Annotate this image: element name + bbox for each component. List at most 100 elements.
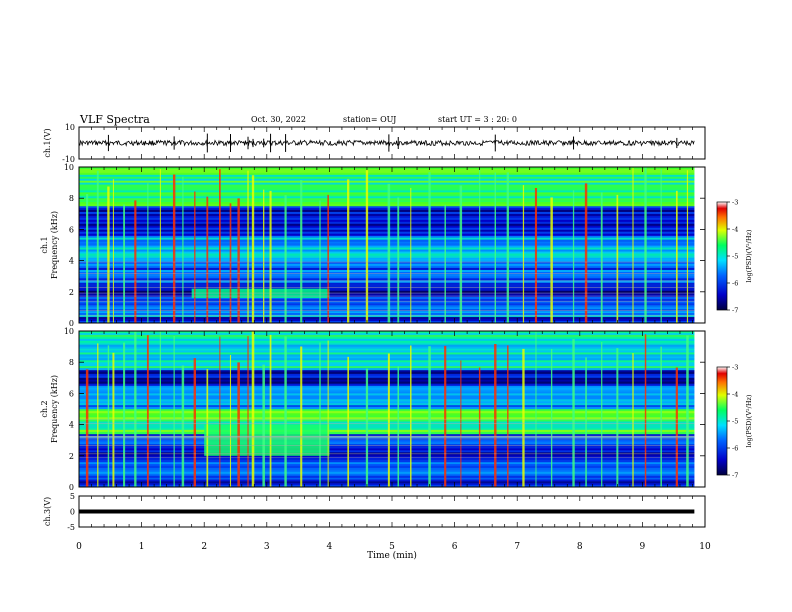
ch1-waveform-ytick: -10: [62, 155, 75, 164]
ch1-spectrogram-texture-row: [79, 221, 695, 225]
ch1-spectrogram-texture-row: [79, 265, 695, 269]
time-axis: 0 1 2 3 4 5 6 7 8 9 10 Time (min): [76, 542, 711, 561]
ch1-colorbar-scale: [716, 201, 728, 311]
ch2-spectrogram-texture-row: [79, 407, 695, 410]
ch1-spectrogram-texture-row: [79, 311, 695, 314]
ch1-spectrogram-ytick: 4: [69, 257, 74, 266]
ch2-spectrogram-texture-row: [79, 469, 695, 473]
ch1-spectrogram-panel: 0 2 4 6 8 10 ch.1 Frequency (kHz): [40, 163, 706, 328]
ch2-colorbar-tick: -7: [732, 472, 738, 480]
ch2-spectrogram-texture-row: [79, 417, 695, 420]
ch2-spectrogram-texture-row: [79, 331, 695, 334]
ch2-spectrogram-texture-row: [79, 471, 695, 475]
ch1-spectrogram-texture-row: [79, 247, 695, 250]
ch2-spectrogram-texture-row: [79, 415, 695, 418]
ch1-colorbar-tick: -7: [732, 307, 738, 315]
ch1-spectrogram-ylabel-channel: ch.1: [40, 236, 49, 253]
ch1-spectrogram-texture-row: [79, 219, 695, 223]
ch2-spectrogram-texture-row: [79, 346, 695, 349]
ch1-spectrogram-texture-row: [79, 272, 695, 275]
time-axis-tick: 6: [452, 542, 458, 552]
ch2-spectrogram-texture-row: [79, 348, 695, 351]
ch1-spectrogram-texture-row: [79, 276, 695, 279]
ch2-spectrogram-panel: 0 2 4 6 8 10 ch.2 Frequency (kHz): [40, 327, 706, 492]
start-time-label: start UT = 3 : 20: 0: [438, 115, 517, 124]
ch1-spectrogram-ytick: 0: [69, 319, 74, 328]
ch2-spectrogram-texture-row: [79, 379, 695, 382]
ch2-spectrogram-texture-row: [79, 332, 695, 336]
ch2-spectrogram-texture-row: [79, 450, 695, 453]
ch2-spectrogram-texture-row: [79, 364, 695, 367]
ch2-colorbar-tick: -4: [732, 391, 738, 399]
ch2-spectrogram-texture-row: [79, 429, 695, 433]
ch1-spectrogram-texture-row: [79, 180, 695, 183]
ch2-spectrogram-texture-row: [79, 393, 695, 396]
ch1-spectrogram-texture-row: [79, 168, 695, 172]
ch1-spectrogram-texture-row: [79, 290, 695, 294]
ch1-waveform-ytick: 10: [65, 123, 75, 132]
ch2-spectrogram-texture-row: [79, 465, 695, 469]
ch2-spectrogram-ytick: 10: [64, 327, 74, 336]
time-axis-tick: 0: [76, 542, 82, 552]
ch2-spectrogram-texture-row: [79, 448, 695, 451]
ch1-colorbar-label: log(PSD)(V²/Hz): [745, 229, 753, 282]
ch3-waveform-ytick: 0: [70, 508, 75, 517]
ch2-spectrogram-texture-row: [79, 477, 695, 480]
ch2-spectrogram-texture-row: [79, 433, 695, 437]
ch2-spectrogram-texture-row: [79, 399, 695, 402]
ch1-spectrogram-texture-row: [79, 278, 695, 281]
ch1-spectrogram-texture-row: [79, 261, 695, 265]
ch2-spectrogram-texture-row: [79, 460, 695, 463]
ch2-spectrogram-texture-row: [79, 403, 695, 406]
ch1-spectrogram-texture-row: [79, 182, 695, 185]
ch2-spectrogram-texture-row: [79, 440, 695, 443]
ch2-spectrogram-texture-row: [79, 413, 695, 416]
ch2-spectrogram-texture-row: [79, 377, 695, 381]
ch1-spectrogram-texture-row: [79, 186, 695, 189]
ch1-spectrogram-texture-row: [79, 231, 695, 234]
ch1-colorbar-tick: -5: [732, 253, 738, 261]
ch2-spectrogram-texture-row: [79, 385, 695, 388]
ch1-spectrogram-texture-row: [79, 305, 695, 308]
time-axis-tick: 10: [699, 542, 711, 552]
ch1-spectrogram-texture-row: [79, 202, 695, 205]
ch2-spectrogram-texture-row: [79, 452, 695, 455]
time-axis-tick: 4: [327, 542, 333, 552]
ch2-spectrogram-texture-row: [79, 350, 695, 353]
time-axis-tick: 8: [577, 542, 583, 552]
figure-title: VLF Spectra: [80, 113, 150, 126]
ch2-colorbar-label: log(PSD)(V²/Hz): [745, 394, 753, 447]
ch1-spectrogram-texture-row: [79, 172, 695, 176]
ch2-spectrogram-texture-row: [79, 446, 695, 449]
ch1-colorbar-tick: -6: [732, 280, 738, 288]
ch2-spectrogram-texture-row: [79, 375, 695, 379]
ch2-spectrogram-ytick: 6: [69, 389, 74, 398]
ch1-spectrogram-texture-row: [79, 192, 695, 195]
ch1-colorbar: -3 -4 -5 -6 -7 log(PSD)(V²/Hz): [716, 199, 753, 315]
ch3-waveform-ytick: 5: [70, 492, 75, 501]
ch2-spectrogram-texture-row: [79, 371, 695, 375]
ch2-spectrogram-texture-row: [79, 352, 695, 355]
ch2-spectrogram-texture-row: [79, 431, 695, 435]
ch2-spectrogram-texture-row: [79, 419, 695, 422]
ch2-spectrogram-texture-row: [79, 483, 695, 486]
ch1-spectrogram-texture-row: [79, 198, 695, 201]
ch1-spectrogram-texture-row: [79, 280, 695, 283]
ch3-waveform-ytick: -5: [67, 523, 75, 532]
ch1-spectrogram-texture-row: [79, 176, 695, 179]
ch1-spectrogram-texture-row: [79, 269, 695, 273]
ch1-spectrogram-texture-row: [79, 243, 695, 246]
station-label: station= OUJ: [343, 115, 397, 124]
ch1-spectrogram-texture-row: [79, 184, 695, 187]
ch2-spectrogram-texture-row: [79, 438, 695, 441]
ch2-spectrogram-texture-row: [79, 454, 695, 457]
ch1-spectrogram-texture-row: [79, 194, 695, 197]
ch1-spectrogram-texture-row: [79, 217, 695, 221]
ch1-spectrogram-texture-row: [79, 274, 695, 277]
ch1-spectrogram-texture-row: [79, 207, 695, 211]
ch2-spectrogram-texture-row: [79, 342, 695, 345]
ch2-spectrogram-texture-row: [79, 370, 695, 373]
ch2-spectrogram-texture-row: [79, 427, 695, 431]
ch2-colorbar: -3 -4 -5 -6 -7 log(PSD)(V²/Hz): [716, 364, 753, 480]
ch2-spectrogram-texture-row: [79, 373, 695, 377]
